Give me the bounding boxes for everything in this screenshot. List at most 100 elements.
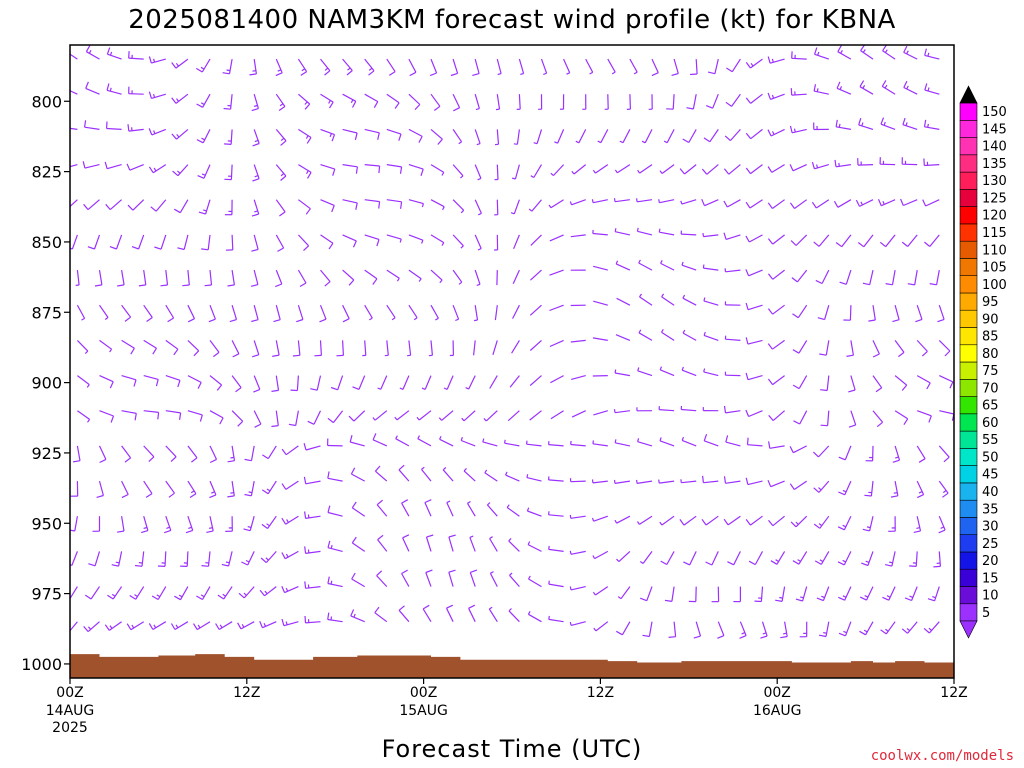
wind-barb	[416, 410, 432, 421]
wind-barb	[613, 479, 630, 484]
wind-barb	[351, 501, 366, 517]
wind-barb	[843, 305, 852, 321]
wind-barb	[792, 304, 808, 319]
wind-barb	[527, 541, 542, 552]
wind-barb	[288, 410, 299, 427]
wind-barb	[85, 81, 100, 95]
wind-barb	[171, 128, 189, 140]
wind-barb	[261, 480, 277, 495]
wind-barb	[789, 125, 807, 134]
wind-barb	[151, 586, 167, 601]
wind-barb	[550, 410, 564, 420]
wind-barb	[442, 467, 454, 482]
colorbar-min-arrow	[959, 620, 978, 639]
wind-barb	[902, 117, 918, 130]
wind-barb	[682, 329, 697, 341]
wind-barb	[187, 339, 200, 357]
colorbar-label: 35	[982, 502, 999, 517]
colorbar-label: 70	[982, 381, 999, 396]
wind-barb	[569, 550, 586, 555]
wind-barb	[171, 58, 189, 69]
wind-barb	[271, 410, 279, 428]
wind-barb	[683, 551, 697, 566]
wind-barb	[303, 476, 321, 485]
wind-barb	[745, 409, 763, 418]
wind-barb	[637, 367, 653, 377]
colorbar-segment	[959, 309, 978, 328]
wind-barb	[348, 410, 366, 422]
wind-barb	[790, 234, 808, 246]
wind-barb	[327, 410, 344, 424]
wind-barb	[857, 158, 874, 166]
wind-barb	[106, 47, 122, 60]
wind-barb	[592, 440, 608, 447]
wind-barb	[907, 270, 918, 286]
wind-barb	[636, 479, 653, 484]
wind-barb	[789, 445, 807, 454]
wind-barb	[548, 199, 564, 209]
wind-barb	[593, 410, 608, 416]
wind-barb	[570, 339, 586, 343]
wind-barb	[449, 340, 454, 357]
wind-barb	[879, 157, 896, 166]
wind-barb	[813, 234, 830, 247]
wind-barb	[616, 621, 631, 636]
wind-barb	[126, 163, 144, 171]
wind-barb	[386, 128, 402, 141]
wind-barb	[386, 199, 403, 209]
wind-barb	[165, 304, 175, 323]
wind-barb	[75, 270, 80, 286]
credit-link[interactable]: coolwx.com/models	[871, 748, 1014, 764]
wind-barb	[884, 551, 896, 567]
wind-barb	[767, 199, 785, 209]
wind-barb	[658, 228, 675, 236]
wind-barb	[352, 375, 366, 390]
wind-barb	[745, 269, 763, 277]
wind-barb	[767, 92, 785, 100]
wind-barb	[937, 305, 945, 323]
wind-barb	[569, 199, 586, 206]
wind-barb	[148, 621, 167, 631]
wind-barb	[767, 375, 785, 386]
wind-barb	[241, 551, 255, 566]
wind-barb	[104, 621, 122, 631]
wind-barb	[916, 410, 932, 423]
wind-barb	[187, 445, 198, 463]
colorbar-segment	[959, 499, 978, 518]
wind-barb	[221, 551, 233, 567]
wind-barb	[448, 534, 456, 552]
colorbar-label: 50	[982, 451, 999, 466]
wind-barb	[128, 86, 144, 95]
wind-barb	[528, 199, 542, 212]
x-tick-label: 12Z	[233, 685, 260, 701]
wind-barb	[913, 516, 922, 533]
wind-barb	[540, 58, 548, 75]
wind-barb	[837, 551, 852, 566]
wind-barb	[174, 586, 189, 601]
wind-barb	[939, 375, 954, 389]
wind-barb	[364, 304, 373, 321]
wind-barb	[686, 94, 697, 110]
wind-barb	[121, 410, 137, 421]
wind-barb	[260, 551, 277, 564]
wind-barb	[430, 164, 445, 176]
wind-barb	[496, 58, 502, 76]
wind-barb	[217, 586, 233, 600]
colorbar-label: 80	[982, 347, 999, 362]
colorbar-label: 45	[982, 468, 999, 483]
wind-barb	[894, 340, 905, 358]
wind-barb	[126, 621, 145, 631]
wind-barb	[273, 305, 281, 323]
wind-barb	[364, 128, 380, 140]
wind-barb	[585, 58, 594, 75]
wind-barb	[319, 304, 327, 323]
wind-barb	[659, 366, 675, 377]
wind-barb	[460, 436, 476, 447]
colorbar-segment	[959, 120, 978, 138]
wind-barb	[473, 305, 479, 322]
wind-barb	[511, 164, 520, 180]
wind-barb	[767, 339, 785, 350]
colorbar-segment	[959, 344, 978, 363]
wind-barb	[304, 615, 321, 624]
wind-barb	[408, 269, 422, 282]
